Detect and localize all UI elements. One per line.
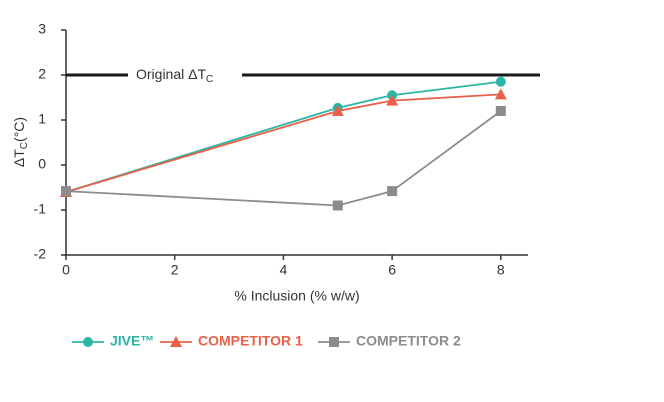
y-tick-label: 1 bbox=[38, 111, 46, 127]
reference-label-sub: C bbox=[206, 74, 213, 85]
x-tick-label: 0 bbox=[62, 262, 70, 278]
reference-label-bg bbox=[128, 63, 242, 87]
reference-label-main: Original ΔT bbox=[136, 66, 206, 82]
legend-marker bbox=[83, 337, 93, 347]
x-axis-label: % Inclusion (% w/w) bbox=[234, 288, 359, 304]
y-axis-label-unit: (°C) bbox=[11, 117, 27, 142]
legend-label: JIVE™ bbox=[110, 333, 154, 349]
point bbox=[495, 106, 506, 116]
series-line bbox=[65, 80, 501, 193]
point bbox=[387, 186, 398, 197]
y-axis-label: ΔTC(°C) bbox=[11, 117, 30, 167]
legend-label: COMPETITOR 1 bbox=[198, 333, 303, 349]
y-tick-label: -1 bbox=[34, 201, 47, 217]
point bbox=[61, 186, 71, 197]
point bbox=[331, 105, 344, 116]
point bbox=[386, 94, 399, 106]
point bbox=[494, 88, 507, 100]
x-tick-label: 6 bbox=[388, 262, 396, 278]
x-tick-label: 8 bbox=[497, 262, 505, 278]
y-axis-label-main: ΔT bbox=[11, 149, 27, 167]
point bbox=[332, 200, 343, 211]
point bbox=[495, 76, 506, 87]
series-line bbox=[65, 93, 501, 193]
legend-marker bbox=[170, 336, 182, 347]
series-line bbox=[65, 110, 502, 207]
y-tick-label: 3 bbox=[38, 21, 46, 37]
x-tick-label: 2 bbox=[171, 262, 179, 278]
x-tick-label: 4 bbox=[280, 262, 288, 278]
y-tick-label: 2 bbox=[38, 66, 46, 82]
y-tick-label: -2 bbox=[34, 246, 47, 262]
legend-label: COMPETITOR 2 bbox=[356, 333, 461, 349]
legend-marker bbox=[329, 337, 339, 347]
y-axis-label-sub: C bbox=[19, 142, 30, 149]
y-tick-label: 0 bbox=[38, 156, 46, 172]
reference-label: Original ΔTC bbox=[136, 66, 213, 85]
